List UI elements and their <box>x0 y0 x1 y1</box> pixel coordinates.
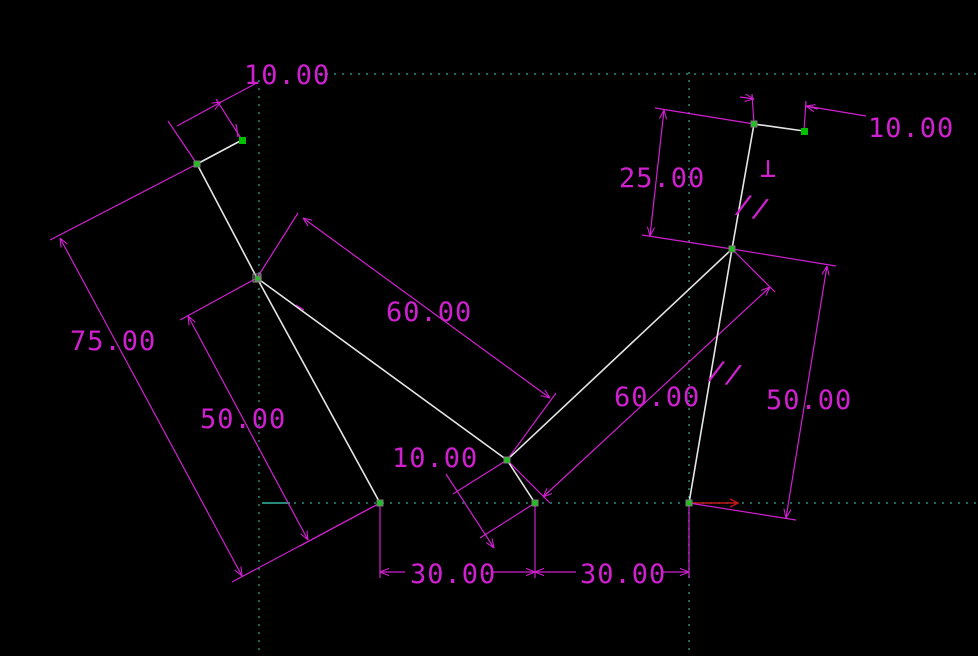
dim-top-right-value[interactable]: 10.00 <box>868 113 954 144</box>
endpoint-left-tip[interactable] <box>239 137 246 144</box>
point-right-joint[interactable] <box>728 245 736 253</box>
perpendicular-constraint[interactable]: ⊥ <box>760 153 777 184</box>
dim-60-left-line <box>303 218 550 398</box>
left-tip-segment[interactable] <box>196 139 243 165</box>
dim-50-left-value[interactable]: 50.00 <box>200 404 286 435</box>
left-diagonal[interactable] <box>256 277 508 461</box>
point-left-top[interactable] <box>193 160 201 168</box>
geometry <box>196 123 805 504</box>
right-arm-upper[interactable] <box>731 123 755 250</box>
dim-30-right-value[interactable]: 30.00 <box>580 559 666 590</box>
dim-75-value[interactable]: 75.00 <box>70 326 156 357</box>
bottom-short-segment[interactable] <box>506 459 536 504</box>
point-base-left[interactable] <box>376 499 384 507</box>
point-valley[interactable] <box>503 456 511 464</box>
dim-10-bottom-value[interactable]: 10.00 <box>392 443 478 474</box>
parallel-constraint-lower[interactable]: // <box>706 355 746 392</box>
point-base-right[interactable] <box>685 499 693 507</box>
point-left-joint[interactable] <box>252 273 262 283</box>
dim-10-top-left-line <box>176 102 221 127</box>
dim-50-right-line <box>786 266 827 518</box>
axis-arrow-head <box>729 498 740 508</box>
point-right-top[interactable] <box>750 120 758 128</box>
right-diagonal[interactable] <box>506 248 733 461</box>
dimension-lines <box>49 83 867 583</box>
dim-10-bottom-line <box>445 473 494 548</box>
joint-tick <box>295 304 305 311</box>
right-tip-segment[interactable] <box>753 123 805 132</box>
dim-top-left-value[interactable]: 10.00 <box>244 60 330 91</box>
parallel-constraint-upper[interactable]: // <box>733 189 773 226</box>
dim-30-left-value[interactable]: 30.00 <box>410 559 496 590</box>
dim-25-value[interactable]: 25.00 <box>619 163 705 194</box>
point-base-mid[interactable] <box>531 499 539 507</box>
dim-50-left-line <box>188 316 308 540</box>
dim-25-line <box>650 110 664 236</box>
left-arm-upper[interactable] <box>196 163 258 279</box>
dim-60-right-value[interactable]: 60.00 <box>614 382 700 413</box>
point-left-joint-inner[interactable] <box>254 275 261 282</box>
sketch-points[interactable] <box>193 120 758 507</box>
dim-50-right-value[interactable]: 50.00 <box>766 385 852 416</box>
endpoint-right-tip[interactable] <box>801 128 808 135</box>
dim-60-left-value[interactable]: 60.00 <box>386 297 472 328</box>
right-arm-lower[interactable] <box>688 248 733 504</box>
dim-10-top-right-line <box>739 97 754 99</box>
left-arm-lower[interactable] <box>256 277 381 504</box>
dim-60-right-line <box>543 287 770 497</box>
